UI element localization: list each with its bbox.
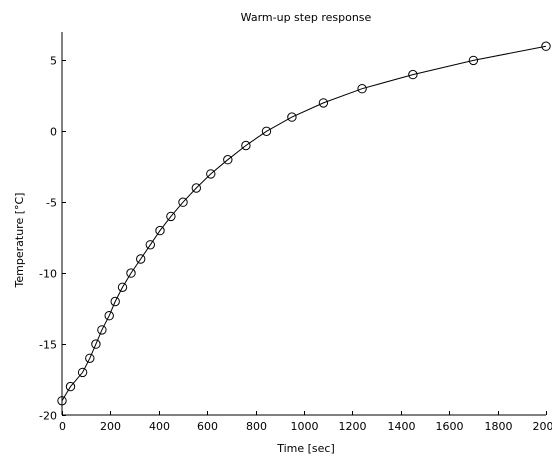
data-point — [178, 197, 188, 207]
x-tick-label: 400 — [149, 420, 170, 433]
data-point — [191, 183, 202, 193]
x-tick-label: 1600 — [436, 420, 464, 433]
data-point — [155, 225, 165, 236]
data-point — [468, 55, 479, 66]
data-point — [541, 41, 551, 51]
x-tick-label: 800 — [246, 420, 267, 433]
series-line — [61, 45, 547, 402]
x-tick-label: 600 — [197, 420, 218, 433]
data-point — [91, 339, 101, 349]
data-point — [318, 98, 329, 108]
x-tick-label: 2000 — [533, 420, 552, 433]
x-tick-label: 1400 — [388, 420, 416, 433]
y-tick-label: 0 — [50, 126, 57, 139]
y-tick-label: -10 — [39, 268, 57, 281]
data-point — [65, 381, 76, 392]
data-point — [206, 169, 216, 179]
data-point — [77, 367, 88, 378]
data-point — [408, 69, 418, 80]
y-tick-label: -5 — [46, 197, 57, 210]
y-tick-label: -15 — [39, 339, 57, 352]
data-point — [145, 240, 156, 250]
y-axis-label: Temperature [°C] — [13, 193, 26, 289]
x-tick-label: 1800 — [485, 420, 513, 433]
data-point — [241, 140, 251, 151]
data-point — [261, 126, 272, 137]
data-point — [287, 112, 297, 122]
data-point — [57, 396, 67, 406]
data-point — [110, 296, 120, 307]
data-point — [104, 311, 114, 321]
data-point — [136, 254, 146, 264]
chart-title: Warm-up step response — [241, 11, 372, 24]
x-tick-label: 1000 — [291, 420, 319, 433]
x-tick-label: 200 — [100, 420, 121, 433]
y-tick-label: -20 — [39, 410, 57, 423]
data-point — [85, 353, 95, 363]
x-axis-label: Time [sec] — [276, 442, 335, 455]
data-point — [97, 325, 107, 335]
data-point — [166, 211, 176, 222]
data-point — [126, 268, 136, 278]
plot-area: 0 200 400 600 800 1000 1200 1400 1600 1800 2000 -20… — [39, 32, 552, 433]
x-tick-label: 1200 — [339, 420, 367, 433]
y-tick-label: 5 — [50, 55, 57, 68]
data-point — [357, 84, 367, 94]
data-point — [223, 155, 233, 165]
x-tick-label: 0 — [59, 420, 66, 433]
data-point — [117, 282, 128, 292]
